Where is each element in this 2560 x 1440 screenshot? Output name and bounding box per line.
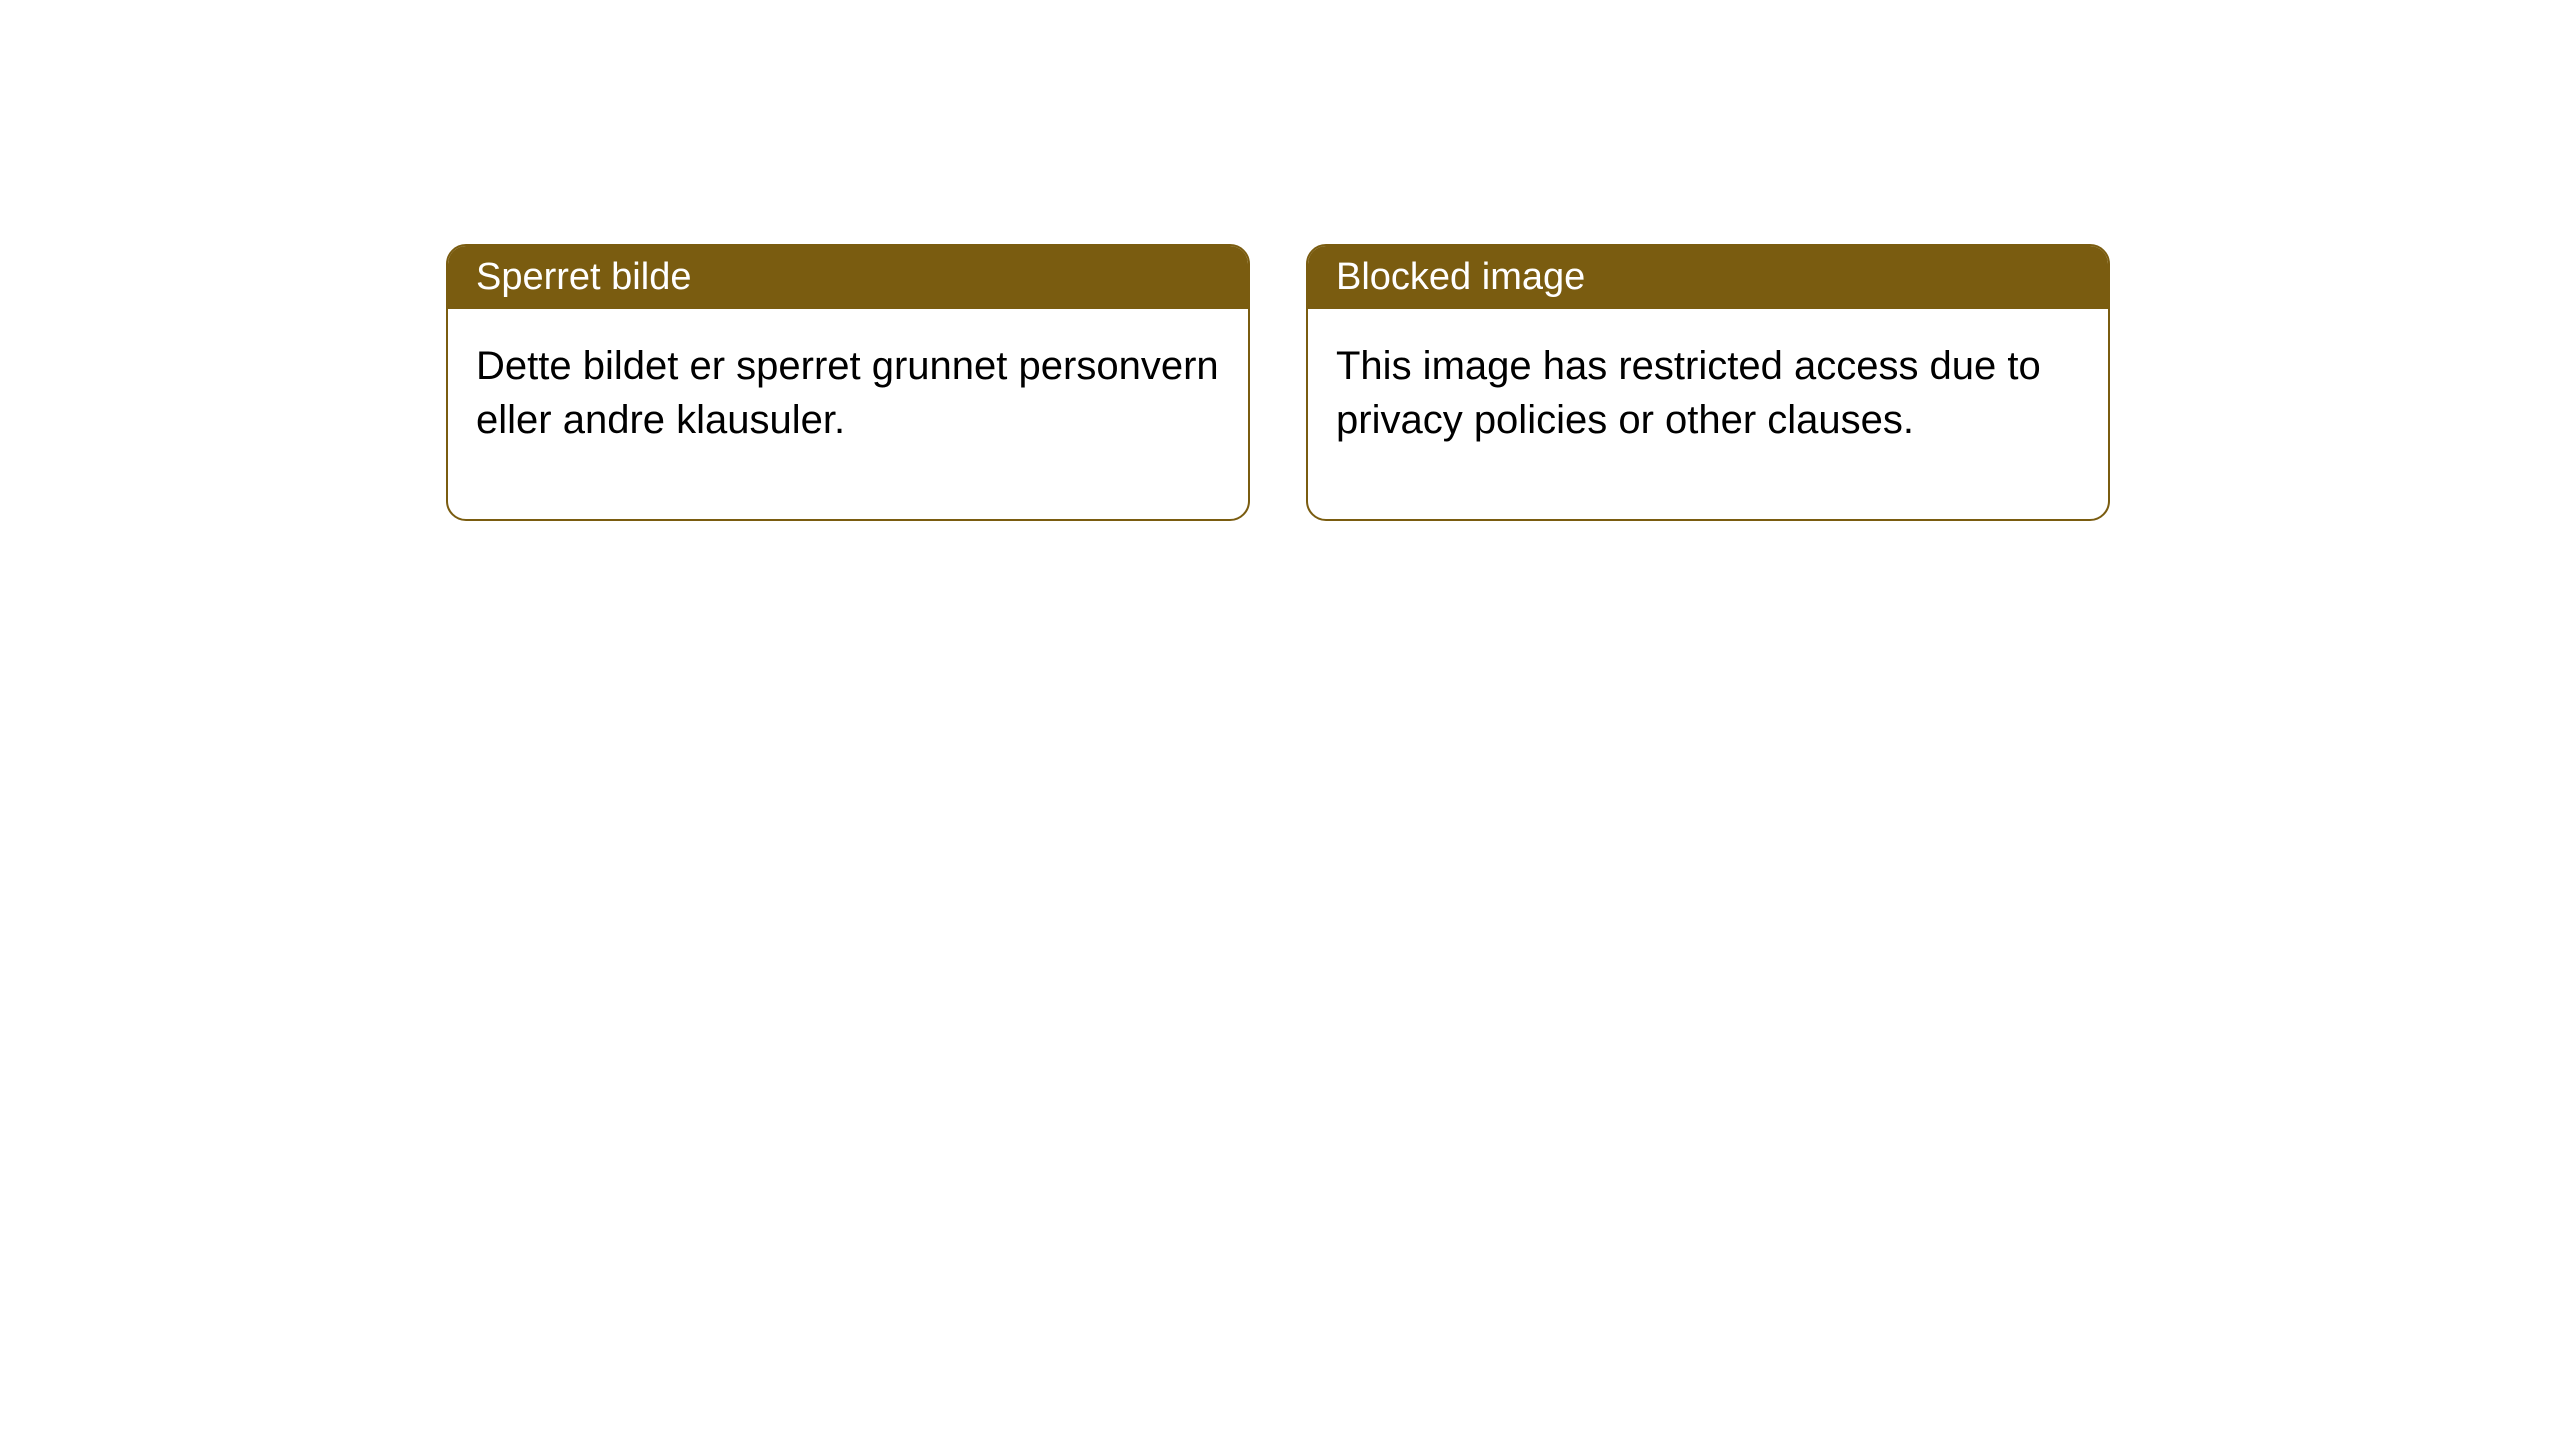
card-body-norwegian: Dette bildet er sperret grunnet personve…: [448, 309, 1248, 519]
card-header-norwegian: Sperret bilde: [448, 246, 1248, 309]
card-title-norwegian: Sperret bilde: [476, 256, 691, 298]
card-message-english: This image has restricted access due to …: [1336, 344, 2041, 442]
card-header-english: Blocked image: [1308, 246, 2108, 309]
blocked-image-notices: Sperret bilde Dette bildet er sperret gr…: [446, 244, 2110, 521]
card-message-norwegian: Dette bildet er sperret grunnet personve…: [476, 344, 1219, 442]
card-english: Blocked image This image has restricted …: [1306, 244, 2110, 521]
card-body-english: This image has restricted access due to …: [1308, 309, 2108, 519]
card-norwegian: Sperret bilde Dette bildet er sperret gr…: [446, 244, 1250, 521]
card-title-english: Blocked image: [1336, 256, 1585, 298]
